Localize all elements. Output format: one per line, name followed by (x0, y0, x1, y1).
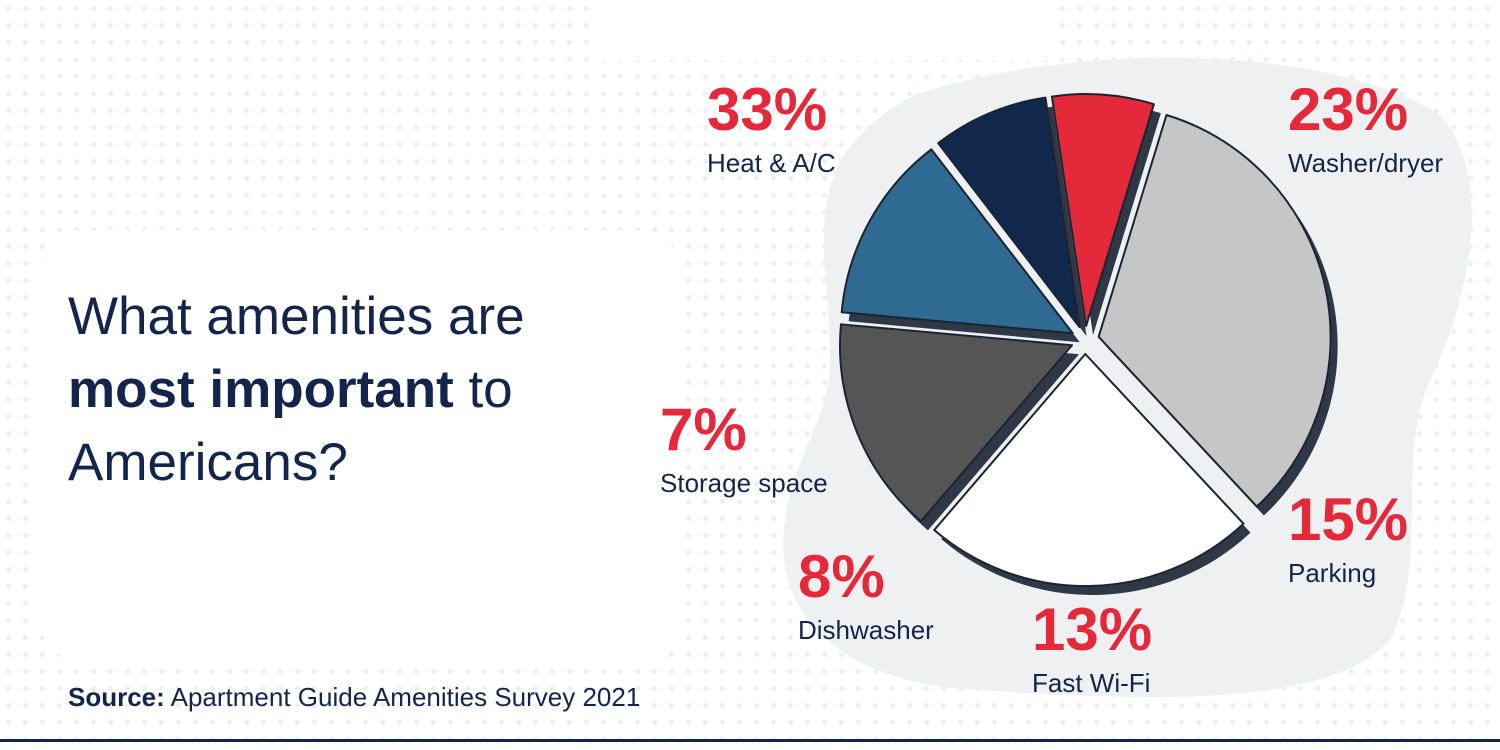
category-label-washer-dryer: Washer/dryer (1288, 148, 1443, 178)
title-line-2: most important to (68, 353, 525, 426)
category-label-dishwasher: Dishwasher (798, 615, 934, 645)
category-label-storage-space: Storage space (660, 468, 828, 498)
background-clear-zone (40, 230, 680, 660)
bottom-rule (0, 739, 1500, 742)
title-line-2-rest: to (453, 360, 513, 419)
background-clear-band (600, 0, 1060, 60)
data-label-heat-a-c: 33% (707, 76, 827, 143)
pie-slices (839, 93, 1338, 595)
slice-dishwasher (937, 96, 1081, 329)
title-emphasis: most important (68, 360, 454, 419)
source-text: Apartment Guide Amenities Survey 2021 (164, 682, 641, 712)
category-label-fast-wi-fi: Fast Wi-Fi (1032, 668, 1150, 698)
data-label-parking: 15% (1288, 486, 1408, 553)
source-label: Source: (68, 682, 165, 712)
pie-labels: 33% Heat & A/C 23% Washer/dryer 15% Parking 13… (660, 76, 1443, 698)
slice-storage-space (1050, 93, 1155, 328)
data-label-dishwasher: 8% (798, 543, 885, 610)
slice-parking (839, 323, 1074, 523)
slice-heat-a-c (1097, 113, 1332, 508)
data-label-fast-wi-fi: 13% (1032, 596, 1152, 663)
title-line-3: Americans? (68, 433, 348, 492)
category-label-parking: Parking (1288, 558, 1376, 588)
title-line-1: What amenities are (68, 287, 525, 346)
slice-fast-wi-fi (840, 148, 1074, 335)
data-label-washer-dryer: 23% (1288, 76, 1408, 143)
slice-washer-dryer (933, 352, 1245, 587)
source-note: Source: Apartment Guide Amenities Survey… (68, 682, 640, 713)
category-label-heat-a-c: Heat & A/C (707, 148, 836, 178)
page-title: What amenities are most important to Ame… (68, 280, 525, 499)
data-label-storage-space: 7% (660, 396, 747, 463)
